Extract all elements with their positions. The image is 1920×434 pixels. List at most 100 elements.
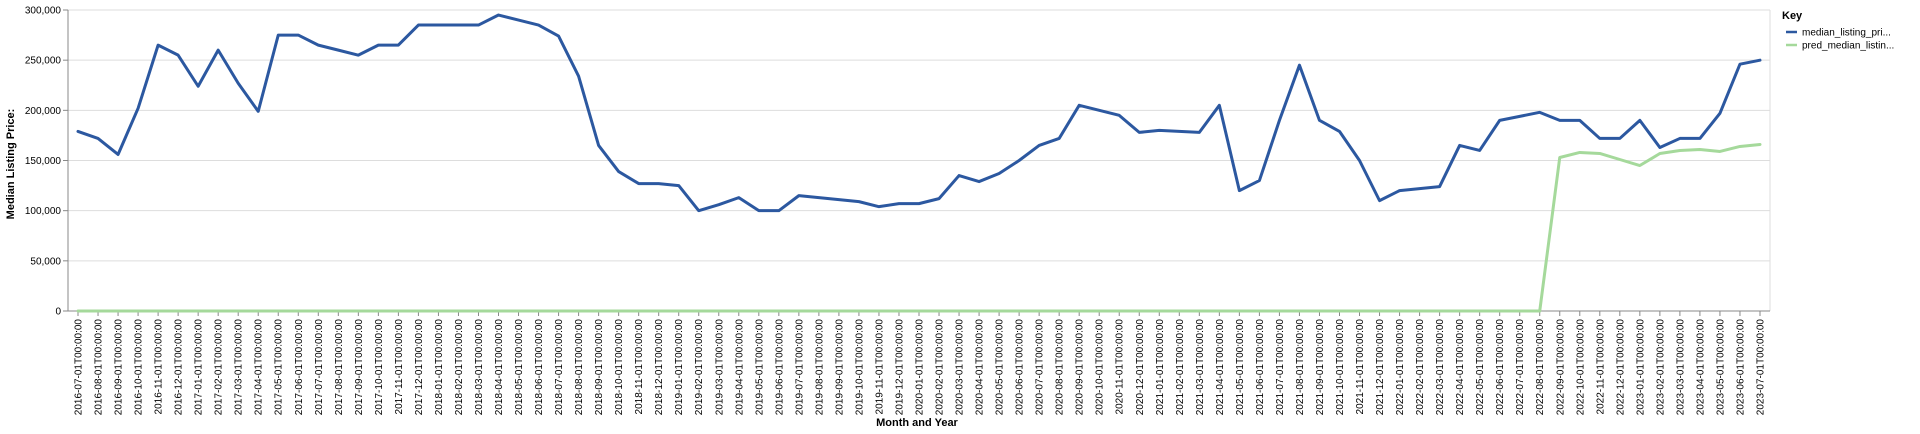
x-tick-label: 2022-05-01T00:00:00 [1475, 319, 1486, 416]
legend-label: pred_median_listin... [1802, 41, 1894, 52]
x-tick-label: 2018-02-01T00:00:00 [454, 319, 465, 416]
x-tick-label: 2019-03-01T00:00:00 [714, 319, 725, 416]
x-tick-label: 2019-05-01T00:00:00 [754, 319, 765, 416]
x-tick-label: 2022-07-01T00:00:00 [1515, 319, 1526, 416]
legend: Key median_listing_pri... pred_median_lis… [1782, 10, 1894, 52]
x-tick-label: 2019-10-01T00:00:00 [854, 319, 865, 416]
x-tick-label: 2016-09-01T00:00:00 [114, 319, 125, 416]
series-line-pred-median-listin [76, 142, 1762, 313]
x-tick-label: 2019-04-01T00:00:00 [734, 319, 745, 416]
x-tick-label: 2017-08-01T00:00:00 [334, 319, 345, 416]
x-tick-label: 2021-02-01T00:00:00 [1175, 319, 1186, 416]
x-tick-label: 2017-01-01T00:00:00 [194, 319, 205, 416]
x-tick-label: 2017-09-01T00:00:00 [354, 319, 365, 416]
x-tick-label: 2020-11-01T00:00:00 [1115, 319, 1126, 415]
x-tick-label: 2016-08-01T00:00:00 [94, 319, 105, 416]
x-tick-label: 2020-05-01T00:00:00 [995, 319, 1006, 416]
x-tick-label: 2017-07-01T00:00:00 [314, 319, 325, 416]
y-tick-label: 150,000 [25, 156, 62, 167]
series-lines [76, 13, 1762, 313]
series-line-median-listing-pri [76, 13, 1762, 213]
y-tick-label: 100,000 [25, 206, 62, 217]
y-tick-label: 250,000 [25, 56, 62, 67]
x-tick-label: 2021-06-01T00:00:00 [1255, 319, 1266, 416]
x-tick-label: 2018-10-01T00:00:00 [614, 319, 625, 416]
x-tick-label: 2018-12-01T00:00:00 [654, 319, 665, 416]
legend-label: median_listing_pri... [1802, 28, 1891, 39]
x-tick-label: 2019-01-01T00:00:00 [674, 319, 685, 416]
x-axis: 2016-07-01T00:00:00 2016-08-01T00:00:00 20… [68, 310, 1770, 416]
x-tick-label: 2020-09-01T00:00:00 [1075, 319, 1086, 416]
x-tick-label: 2023-04-01T00:00:00 [1695, 319, 1706, 416]
x-tick-label: 2023-07-01T00:00:00 [1755, 319, 1766, 416]
x-tick-label: 2017-10-01T00:00:00 [374, 319, 385, 416]
x-tick-label: 2019-02-01T00:00:00 [694, 319, 705, 416]
x-tick-label: 2018-05-01T00:00:00 [514, 319, 525, 416]
x-tick-label: 2017-03-01T00:00:00 [234, 319, 245, 416]
x-tick-label: 2022-03-01T00:00:00 [1435, 319, 1446, 416]
x-tick-label: 2021-05-01T00:00:00 [1235, 319, 1246, 416]
x-axis-title: Month and Year [876, 417, 958, 429]
x-tick-label: 2023-05-01T00:00:00 [1715, 319, 1726, 416]
x-tick-label: 2019-12-01T00:00:00 [894, 319, 905, 416]
legend-item: pred_median_listin... [1786, 41, 1894, 52]
x-tick-label: 2021-03-01T00:00:00 [1195, 319, 1206, 416]
x-tick-label: 2023-01-01T00:00:00 [1635, 319, 1646, 416]
x-tick-label: 2020-01-01T00:00:00 [915, 319, 926, 416]
y-tick-label: 300,000 [25, 6, 62, 17]
x-tick-label: 2019-09-01T00:00:00 [834, 319, 845, 416]
x-tick-label: 2022-04-01T00:00:00 [1455, 319, 1466, 416]
x-tick-label: 2023-03-01T00:00:00 [1675, 319, 1686, 416]
x-tick-label: 2021-09-01T00:00:00 [1315, 319, 1326, 416]
x-tick-label: 2018-01-01T00:00:00 [434, 319, 445, 416]
x-tick-label: 2022-06-01T00:00:00 [1495, 319, 1506, 416]
x-tick-label: 2022-08-01T00:00:00 [1535, 319, 1546, 416]
x-tick-label: 2017-02-01T00:00:00 [214, 319, 225, 416]
x-tick-label: 2020-07-01T00:00:00 [1035, 319, 1046, 416]
x-tick-label: 2020-06-01T00:00:00 [1015, 319, 1026, 416]
x-tick-label: 2020-03-01T00:00:00 [955, 319, 966, 416]
x-tick-label: 2021-04-01T00:00:00 [1215, 319, 1226, 416]
x-tick-label: 2022-12-01T00:00:00 [1615, 319, 1626, 416]
x-tick-label: 2023-02-01T00:00:00 [1655, 319, 1666, 416]
grid-lines [68, 9, 1771, 312]
x-tick-label: 2019-07-01T00:00:00 [794, 319, 805, 416]
x-tick-label: 2021-01-01T00:00:00 [1155, 319, 1166, 416]
x-tick-label: 2017-06-01T00:00:00 [294, 319, 305, 416]
x-tick-label: 2022-11-01T00:00:00 [1595, 319, 1606, 415]
y-tick-label: 50,000 [30, 256, 61, 267]
x-tick-label: 2018-04-01T00:00:00 [494, 319, 505, 416]
x-tick-label: 2020-02-01T00:00:00 [935, 319, 946, 416]
x-tick-label: 2018-09-01T00:00:00 [594, 319, 605, 416]
x-tick-label: 2021-12-01T00:00:00 [1375, 319, 1386, 416]
y-axis-title: Median Listing Price: [5, 109, 17, 220]
x-tick-label: 2019-11-01T00:00:00 [874, 319, 885, 415]
x-tick-label: 2016-10-01T00:00:00 [134, 319, 145, 416]
x-tick-label: 2020-10-01T00:00:00 [1095, 319, 1106, 416]
x-tick-label: 2020-08-01T00:00:00 [1055, 319, 1066, 416]
x-tick-label: 2022-09-01T00:00:00 [1555, 319, 1566, 416]
x-tick-label: 2020-12-01T00:00:00 [1135, 319, 1146, 416]
x-tick-label: 2022-01-01T00:00:00 [1395, 319, 1406, 416]
x-tick-label: 2020-04-01T00:00:00 [975, 319, 986, 416]
x-tick-label: 2016-11-01T00:00:00 [154, 319, 165, 415]
x-tick-label: 2018-03-01T00:00:00 [474, 319, 485, 416]
x-tick-label: 2018-08-01T00:00:00 [574, 319, 585, 416]
x-tick-label: 2017-12-01T00:00:00 [414, 319, 425, 416]
y-axis: 0 50,000 100,000 150,000 200,000 250,000 300,0… [25, 6, 69, 318]
x-tick-label: 2022-10-01T00:00:00 [1575, 319, 1586, 416]
x-tick-label: 2018-11-01T00:00:00 [634, 319, 645, 415]
legend-item: median_listing_pri... [1786, 28, 1891, 39]
x-tick-label: 2019-06-01T00:00:00 [774, 319, 785, 416]
x-tick-label: 2021-11-01T00:00:00 [1355, 319, 1366, 415]
legend-title: Key [1782, 10, 1803, 22]
x-tick-label: 2017-11-01T00:00:00 [394, 319, 405, 415]
y-tick-label: 200,000 [25, 106, 62, 117]
x-tick-label: 2016-12-01T00:00:00 [174, 319, 185, 416]
x-tick-label: 2021-10-01T00:00:00 [1335, 319, 1346, 416]
x-tick-label: 2023-06-01T00:00:00 [1735, 319, 1746, 416]
x-tick-label: 2022-02-01T00:00:00 [1415, 319, 1426, 416]
x-tick-label: 2021-07-01T00:00:00 [1275, 319, 1286, 416]
x-tick-label: 2018-06-01T00:00:00 [534, 319, 545, 416]
